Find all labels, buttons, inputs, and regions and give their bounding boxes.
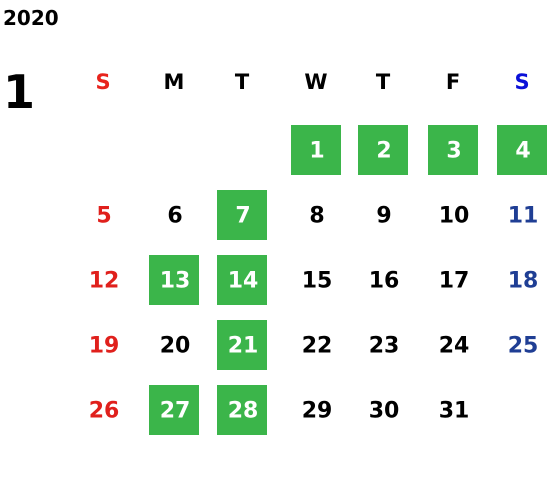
day-number: 4	[515, 139, 530, 164]
day-number: 11	[508, 204, 539, 229]
day-number: 22	[302, 334, 333, 359]
day-number: 19	[89, 334, 120, 359]
weekday-label: W	[304, 70, 327, 94]
day-number: 10	[439, 204, 470, 229]
weekday-label: S	[514, 70, 529, 94]
highlight-box	[358, 125, 408, 175]
day-number: 20	[160, 334, 191, 359]
weekday-label: T	[376, 70, 391, 94]
day-number: 18	[508, 269, 539, 294]
day-number: 17	[439, 269, 470, 294]
day-number: 5	[96, 204, 111, 229]
day-number: 6	[167, 204, 182, 229]
day-number: 30	[369, 399, 400, 424]
day-number: 13	[160, 269, 191, 294]
day-number: 1	[309, 139, 324, 164]
highlight-box	[149, 385, 199, 435]
highlight-box	[217, 385, 267, 435]
weekday-label: S	[95, 70, 110, 94]
day-number: 25	[508, 334, 539, 359]
day-number: 31	[439, 399, 470, 424]
month: 1	[3, 65, 35, 119]
day-number: 14	[228, 269, 259, 294]
day-number: 8	[309, 204, 324, 229]
day-number: 26	[89, 399, 120, 424]
weekday-label: F	[446, 70, 460, 94]
day-number: 3	[446, 139, 461, 164]
day-number: 27	[160, 399, 191, 424]
day-number: 28	[228, 399, 259, 424]
highlight-box	[428, 125, 478, 175]
day-number: 9	[376, 204, 391, 229]
highlight-box	[217, 255, 267, 305]
weekday-label: T	[235, 70, 250, 94]
highlight-box	[217, 190, 267, 240]
day-number: 21	[228, 334, 259, 359]
day-number: 12	[89, 269, 120, 294]
day-number: 16	[369, 269, 400, 294]
day-number: 2	[376, 139, 391, 164]
year: 2020	[3, 6, 59, 30]
day-number: 29	[302, 399, 333, 424]
day-number: 23	[369, 334, 400, 359]
highlight-box	[149, 255, 199, 305]
highlight-box	[217, 320, 267, 370]
weekday-label: M	[164, 70, 185, 94]
day-number: 24	[439, 334, 470, 359]
day-number: 7	[235, 204, 250, 229]
highlight-box	[291, 125, 341, 175]
day-number: 15	[302, 269, 333, 294]
highlight-box	[497, 125, 547, 175]
